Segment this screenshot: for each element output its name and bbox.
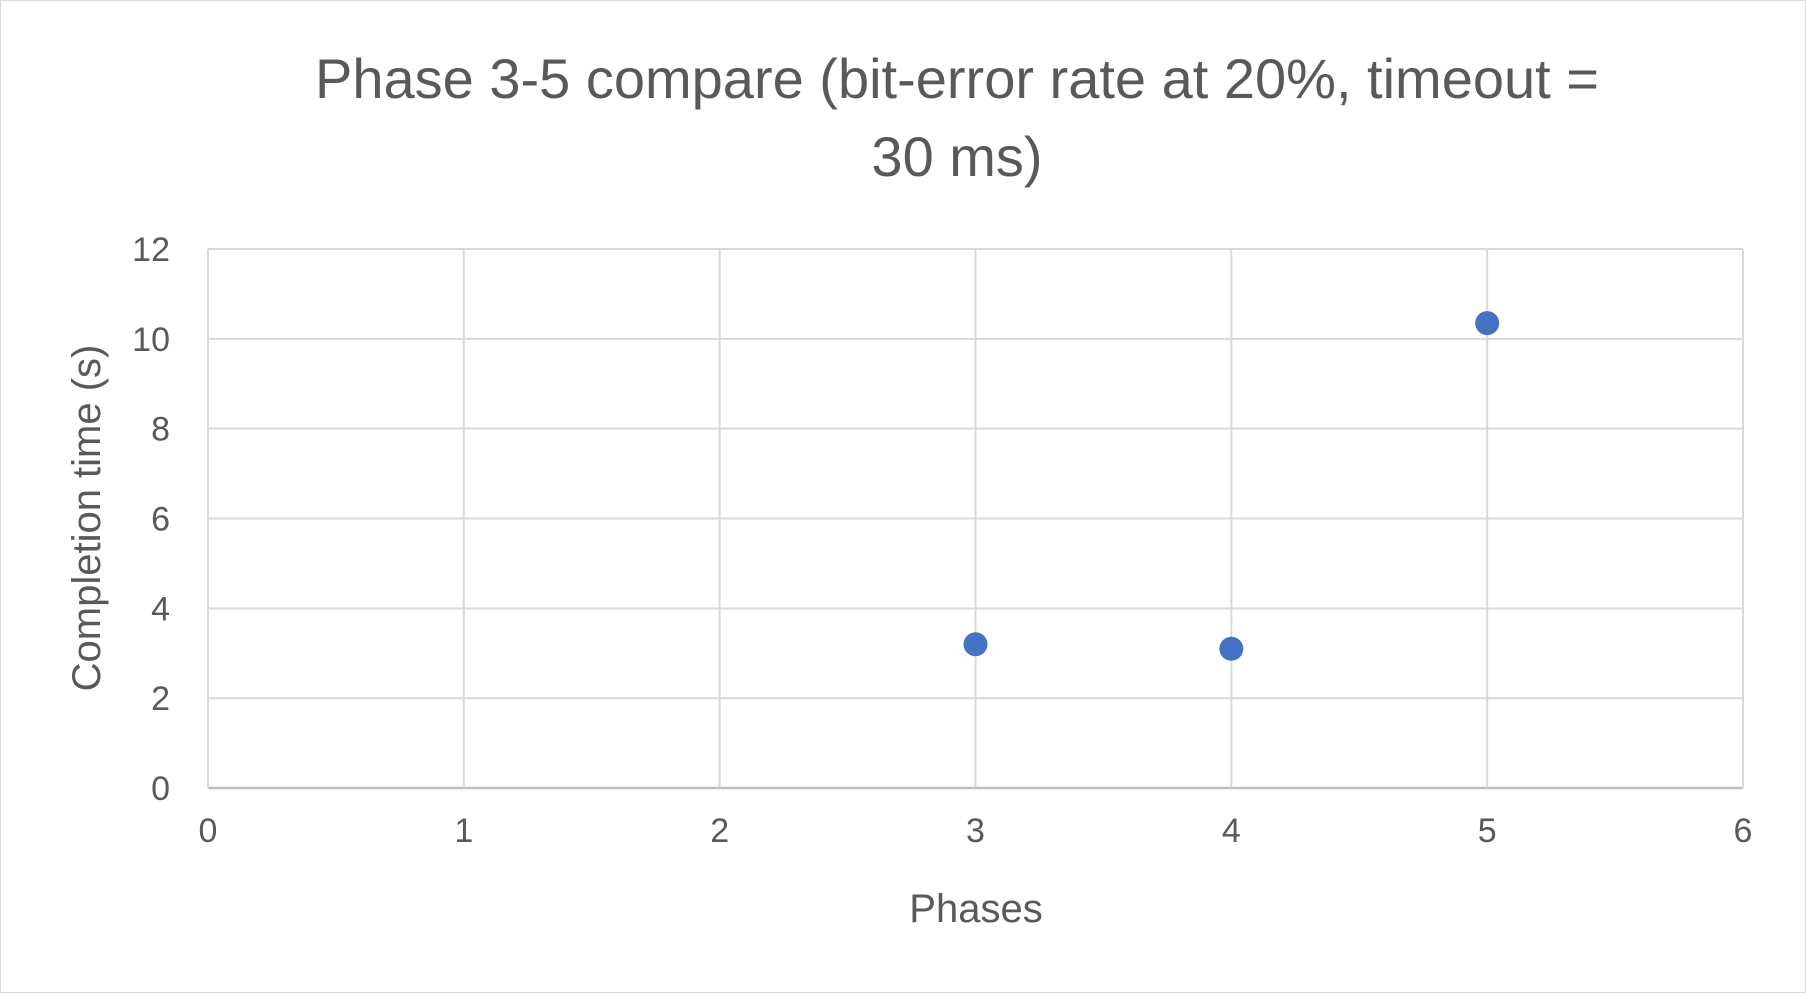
chart-title-line-2: 30 ms): [871, 125, 1043, 188]
data-point: [963, 632, 988, 657]
x-tick-label: 5: [1478, 812, 1497, 850]
y-tick-label: 2: [151, 680, 170, 718]
y-tick-label: 4: [151, 590, 170, 628]
data-point: [1219, 636, 1244, 661]
x-tick-label: 6: [1734, 812, 1753, 850]
y-tick-label: 0: [151, 770, 170, 808]
y-tick-label: 6: [151, 501, 170, 539]
chart-title-line-1: Phase 3-5 compare (bit-error rate at 20%…: [315, 47, 1599, 110]
y-tick-label: 12: [132, 231, 170, 269]
x-tick-label: 3: [966, 812, 985, 850]
x-axis-title: Phases: [909, 887, 1042, 931]
x-tick-label: 4: [1222, 812, 1241, 850]
x-tick-label: 2: [710, 812, 729, 850]
gridlines: [207, 248, 1744, 790]
y-tick-label: 8: [151, 411, 170, 449]
y-tick-label: 10: [132, 321, 170, 359]
x-tick-label: 0: [199, 812, 218, 850]
data-point: [1475, 311, 1500, 336]
y-axis-title: Completion time (s): [65, 345, 109, 692]
data-points: [963, 311, 1500, 661]
x-tick-label: 1: [454, 812, 473, 850]
